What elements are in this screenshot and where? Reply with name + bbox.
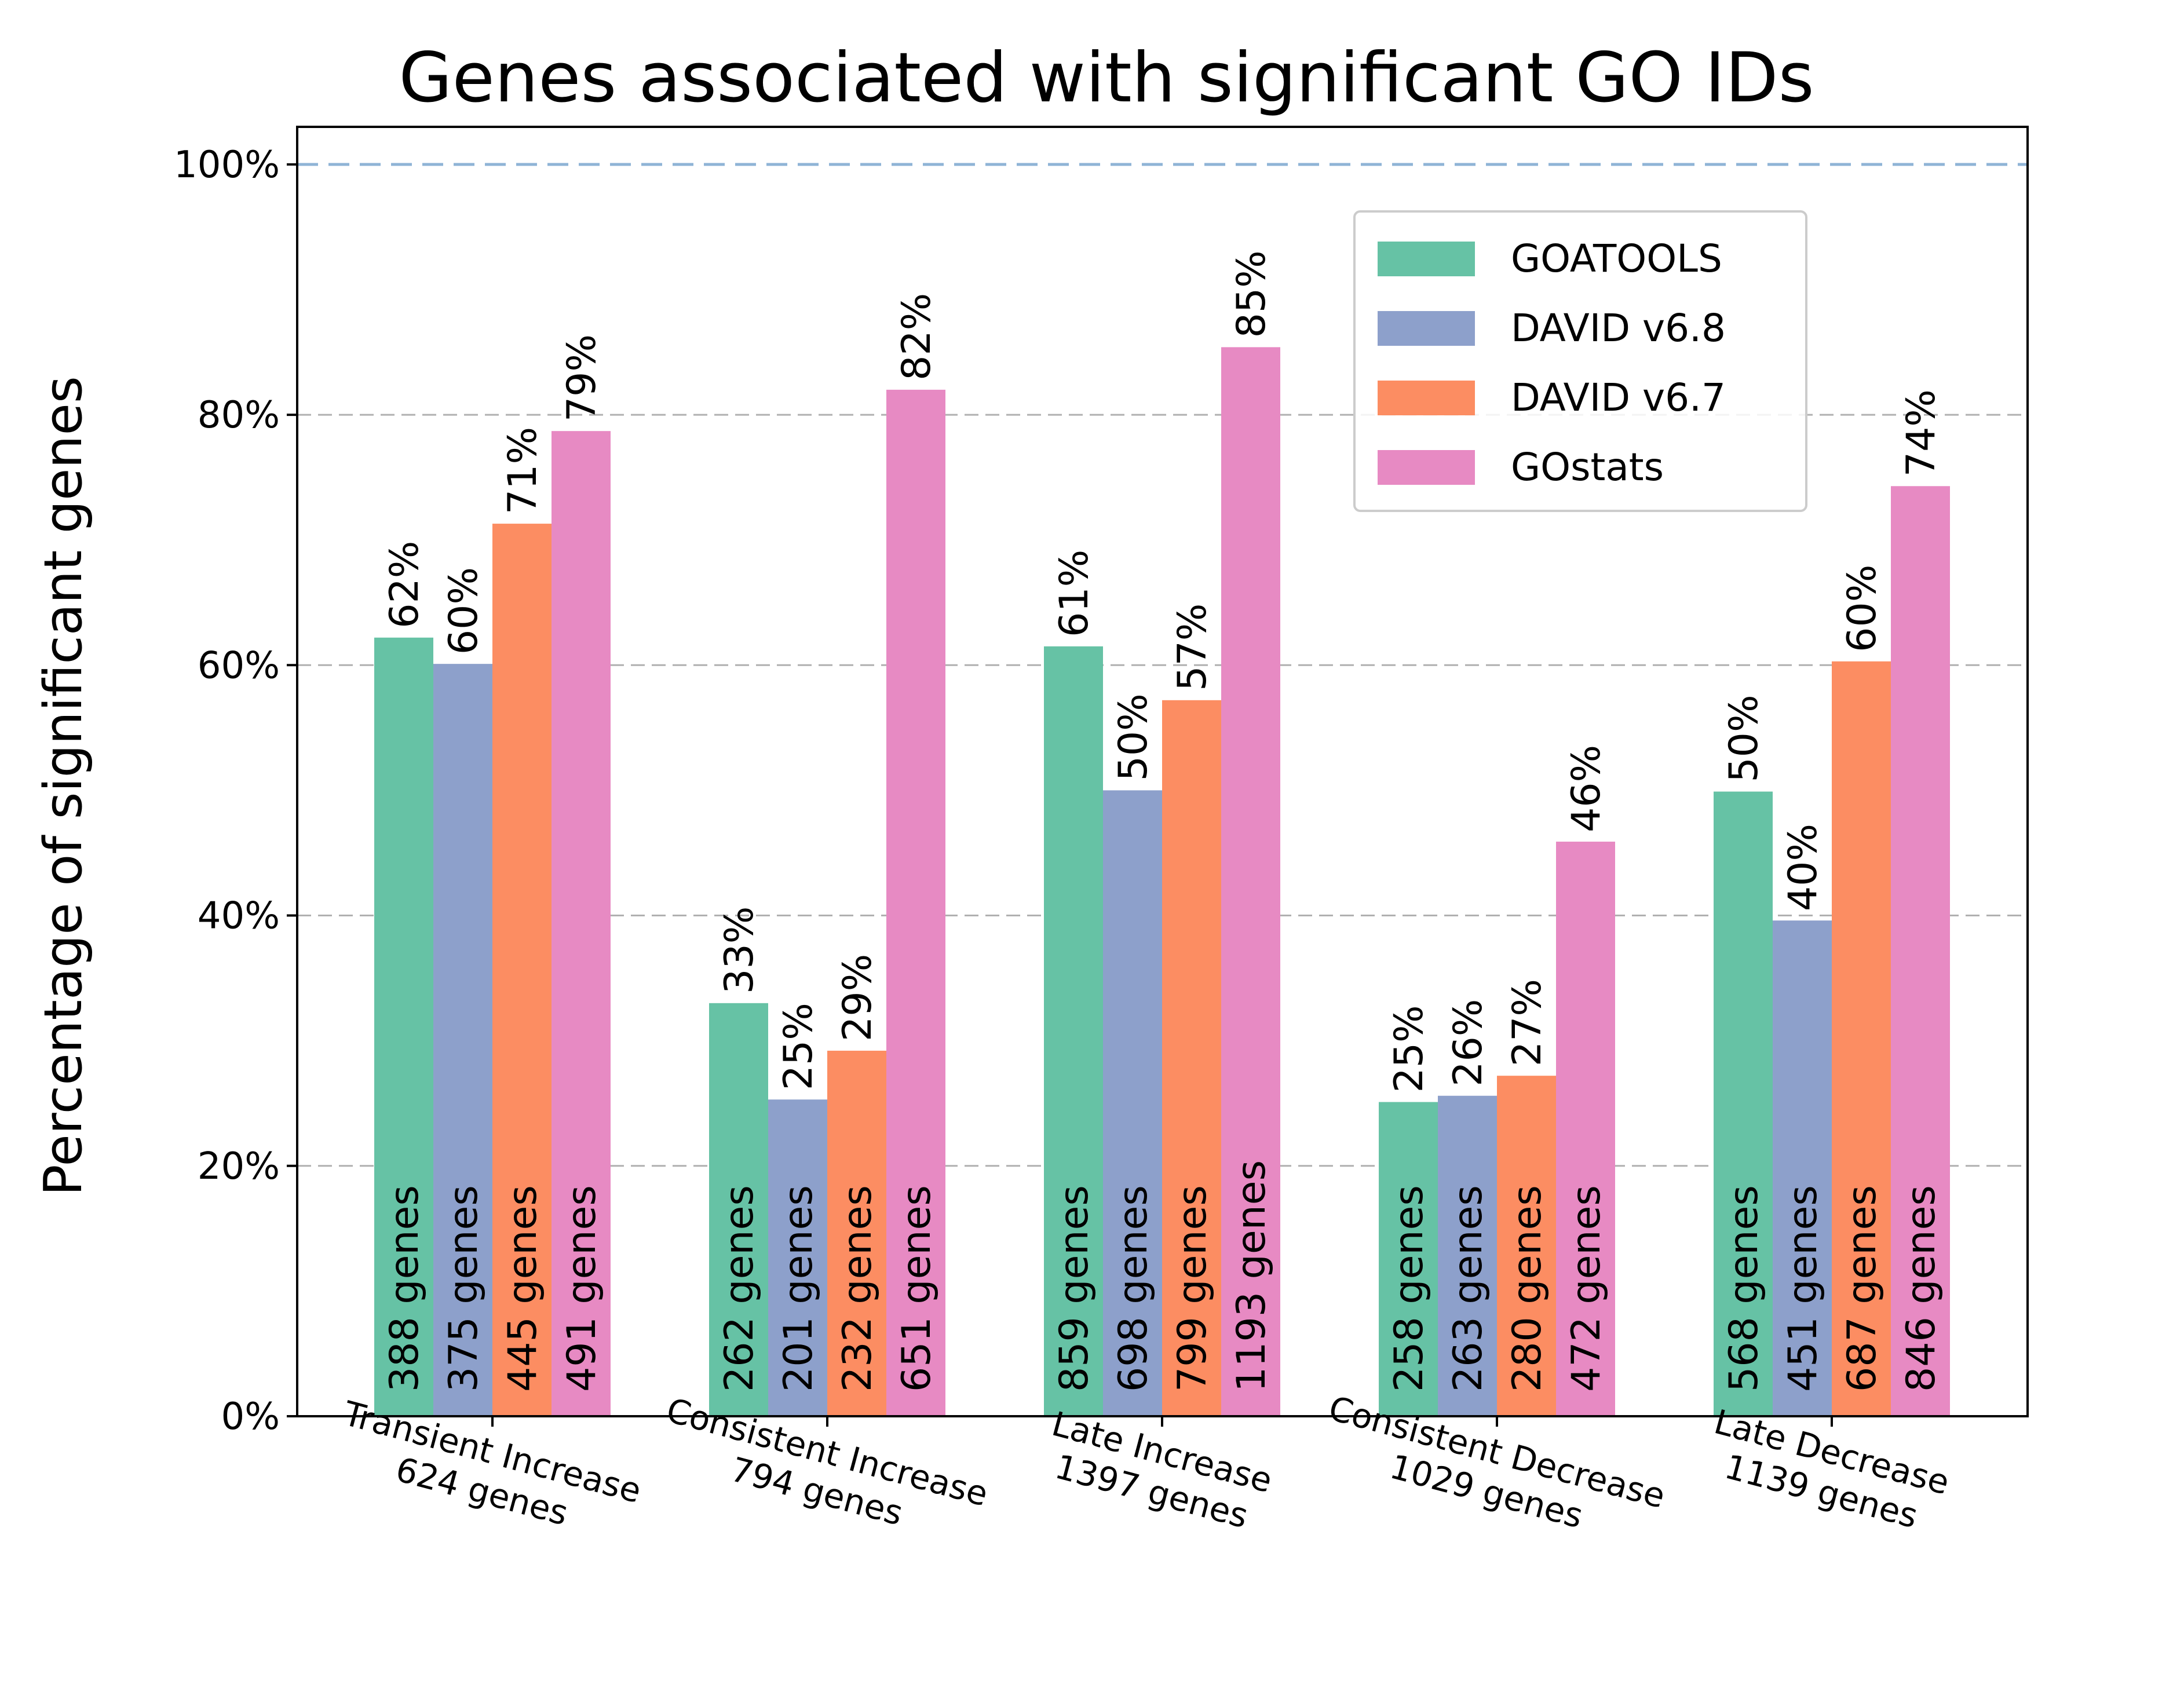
bar-value-label: 50% [1111,693,1156,781]
bar-count-label: 445 genes [500,1185,546,1392]
y-tick-label: 60% [198,644,280,687]
bar-count-label: 258 genes [1386,1185,1432,1392]
bar-value-label: 27% [1504,979,1550,1066]
y-tick-label: 20% [198,1145,280,1188]
bar-value-label: 60% [1839,565,1885,652]
legend-swatch [1378,311,1475,346]
bar [1891,486,1950,1416]
legend-swatch [1378,242,1475,276]
bar [1162,700,1221,1416]
bar-value-label: 50% [1721,695,1767,782]
bar-count-label: 472 genes [1564,1185,1609,1392]
bar-count-label: 491 genes [559,1185,605,1392]
legend-label: GOATOOLS [1511,236,1722,281]
bar-value-label: 61% [1051,550,1097,637]
bar-value-label: 71% [500,427,546,514]
bar [552,431,611,1416]
bar [709,1003,768,1416]
bar-value-label: 57% [1170,604,1215,691]
chart-title: Genes associated with significant GO IDs [399,38,1814,118]
bar-labels: 62% 388 genes 33% 262 genes 61% 859 genes 25% 2… [382,250,1944,1392]
legend: GOATOOLS DAVID v6.8 DAVID v6.7 GOstats [1353,210,1807,512]
bar-value-label: 40% [1780,824,1826,911]
bar-count-label: 201 genes [776,1185,821,1392]
bar [1714,791,1773,1416]
legend-label: DAVID v6.8 [1511,306,1726,350]
bar-value-label: 26% [1445,999,1491,1087]
bar [1832,661,1891,1416]
bar [1103,790,1162,1416]
bar-value-label: 25% [1386,1005,1432,1092]
bar-count-label: 262 genes [717,1185,762,1392]
bar-count-label: 451 genes [1780,1185,1826,1392]
bar [433,664,492,1416]
bar-count-label: 846 genes [1898,1185,1944,1392]
bar-value-label: 74% [1898,389,1944,477]
y-axis-label: Percentage of significant genes [33,376,94,1196]
bar-count-label: 859 genes [1051,1185,1097,1392]
bar-value-label: 29% [835,954,881,1041]
bar-count-label: 232 genes [835,1185,881,1392]
legend-label: GOstats [1511,445,1664,489]
y-tick-label: 40% [198,895,280,938]
bar-value-label: 85% [1229,250,1274,338]
bar [492,524,552,1416]
legend-swatch [1378,450,1475,485]
legend-swatch [1378,381,1475,415]
bar-value-label: 25% [776,1003,821,1090]
y-tick-label: 100% [174,144,280,187]
bar-count-label: 280 genes [1504,1185,1550,1392]
y-tick-label: 80% [198,394,280,437]
bar [1044,646,1103,1416]
bar-count-label: 687 genes [1839,1185,1885,1392]
bar [886,389,945,1416]
bar-value-label: 62% [382,541,428,628]
bar-count-label: 1193 genes [1229,1160,1274,1392]
bar [1556,842,1615,1416]
legend-label: DAVID v6.7 [1511,375,1726,420]
bar [1773,920,1832,1416]
bar-value-label: 79% [559,334,605,422]
bar [1497,1076,1556,1416]
bar-count-label: 698 genes [1111,1185,1156,1392]
bar-count-label: 651 genes [894,1185,940,1392]
bar-value-label: 82% [894,293,940,381]
bar [374,637,433,1416]
bar [768,1099,827,1416]
bar-count-label: 799 genes [1170,1185,1215,1392]
legend-box [1353,210,1807,512]
bar [1221,347,1280,1417]
bar [827,1050,886,1416]
bar-count-label: 568 genes [1721,1185,1767,1392]
bar-value-label: 33% [717,907,762,994]
bar-count-label: 375 genes [441,1185,487,1392]
bar [1379,1102,1438,1416]
bar-value-label: 60% [441,567,487,655]
y-tick-label: 0% [221,1395,280,1438]
bar-count-label: 388 genes [382,1185,428,1392]
bar-value-label: 46% [1564,745,1609,832]
bars [374,347,1950,1417]
bar-count-label: 263 genes [1445,1185,1491,1392]
bar [1438,1095,1497,1416]
